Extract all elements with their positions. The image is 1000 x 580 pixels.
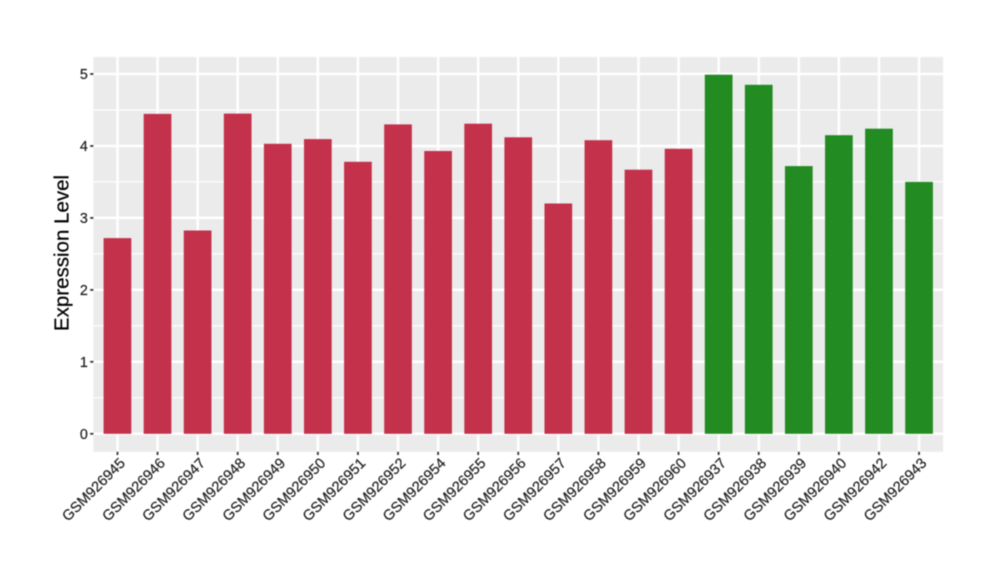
svg-text:5: 5 [80, 67, 88, 83]
svg-text:Expression Level: Expression Level [50, 175, 73, 331]
svg-text:1: 1 [80, 355, 88, 371]
svg-text:2: 2 [80, 283, 88, 299]
svg-text:4: 4 [80, 139, 88, 155]
svg-text:3: 3 [80, 211, 88, 227]
svg-text:0: 0 [80, 427, 88, 443]
